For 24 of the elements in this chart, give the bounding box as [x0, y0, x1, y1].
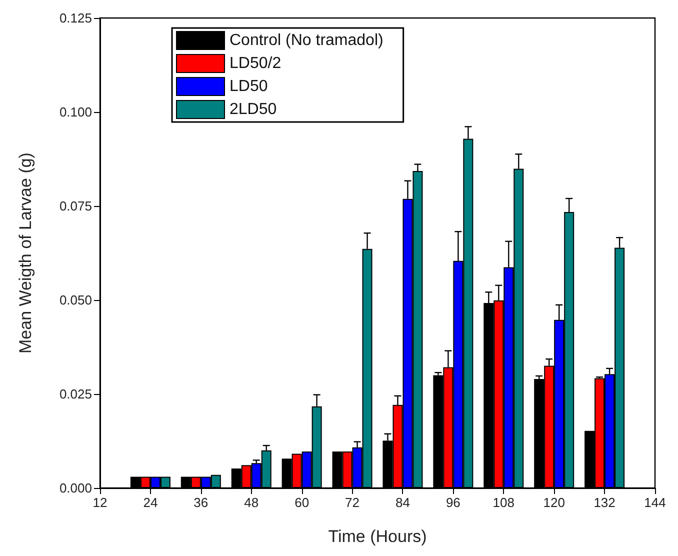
y-tick-label: 0.000 — [59, 480, 92, 496]
x-tick-label: 108 — [492, 495, 514, 510]
y-tick-label: 0.050 — [59, 292, 92, 308]
x-tick-label: 48 — [244, 495, 259, 510]
legend-label: 2LD50 — [230, 101, 277, 118]
x-tick-label: 120 — [543, 495, 565, 510]
y-tick-label: 0.125 — [59, 10, 92, 26]
legend-label: LD50 — [230, 78, 268, 95]
y-tick-label: 0.075 — [59, 198, 92, 214]
x-tick-label: 12 — [92, 495, 108, 510]
x-tick-label: 72 — [345, 495, 360, 510]
x-tick-label: 96 — [446, 495, 460, 510]
x-tick-label: 144 — [644, 495, 666, 510]
x-tick-label: 84 — [395, 495, 410, 510]
y-tick-label: 0.100 — [59, 104, 92, 120]
x-axis-title: Time (Hours) — [328, 527, 427, 546]
x-tick-label: 132 — [594, 495, 616, 510]
x-tick-label: 60 — [294, 495, 310, 510]
y-tick-label: 0.025 — [59, 386, 92, 402]
legend-label: LD50/2 — [230, 55, 282, 72]
x-tick-label: 24 — [143, 495, 158, 510]
x-tick-label: 36 — [194, 495, 208, 510]
legend-label: Control (No tramadol) — [230, 32, 384, 49]
y-axis-title: Mean Weigth of Larvae (g) — [16, 152, 35, 354]
